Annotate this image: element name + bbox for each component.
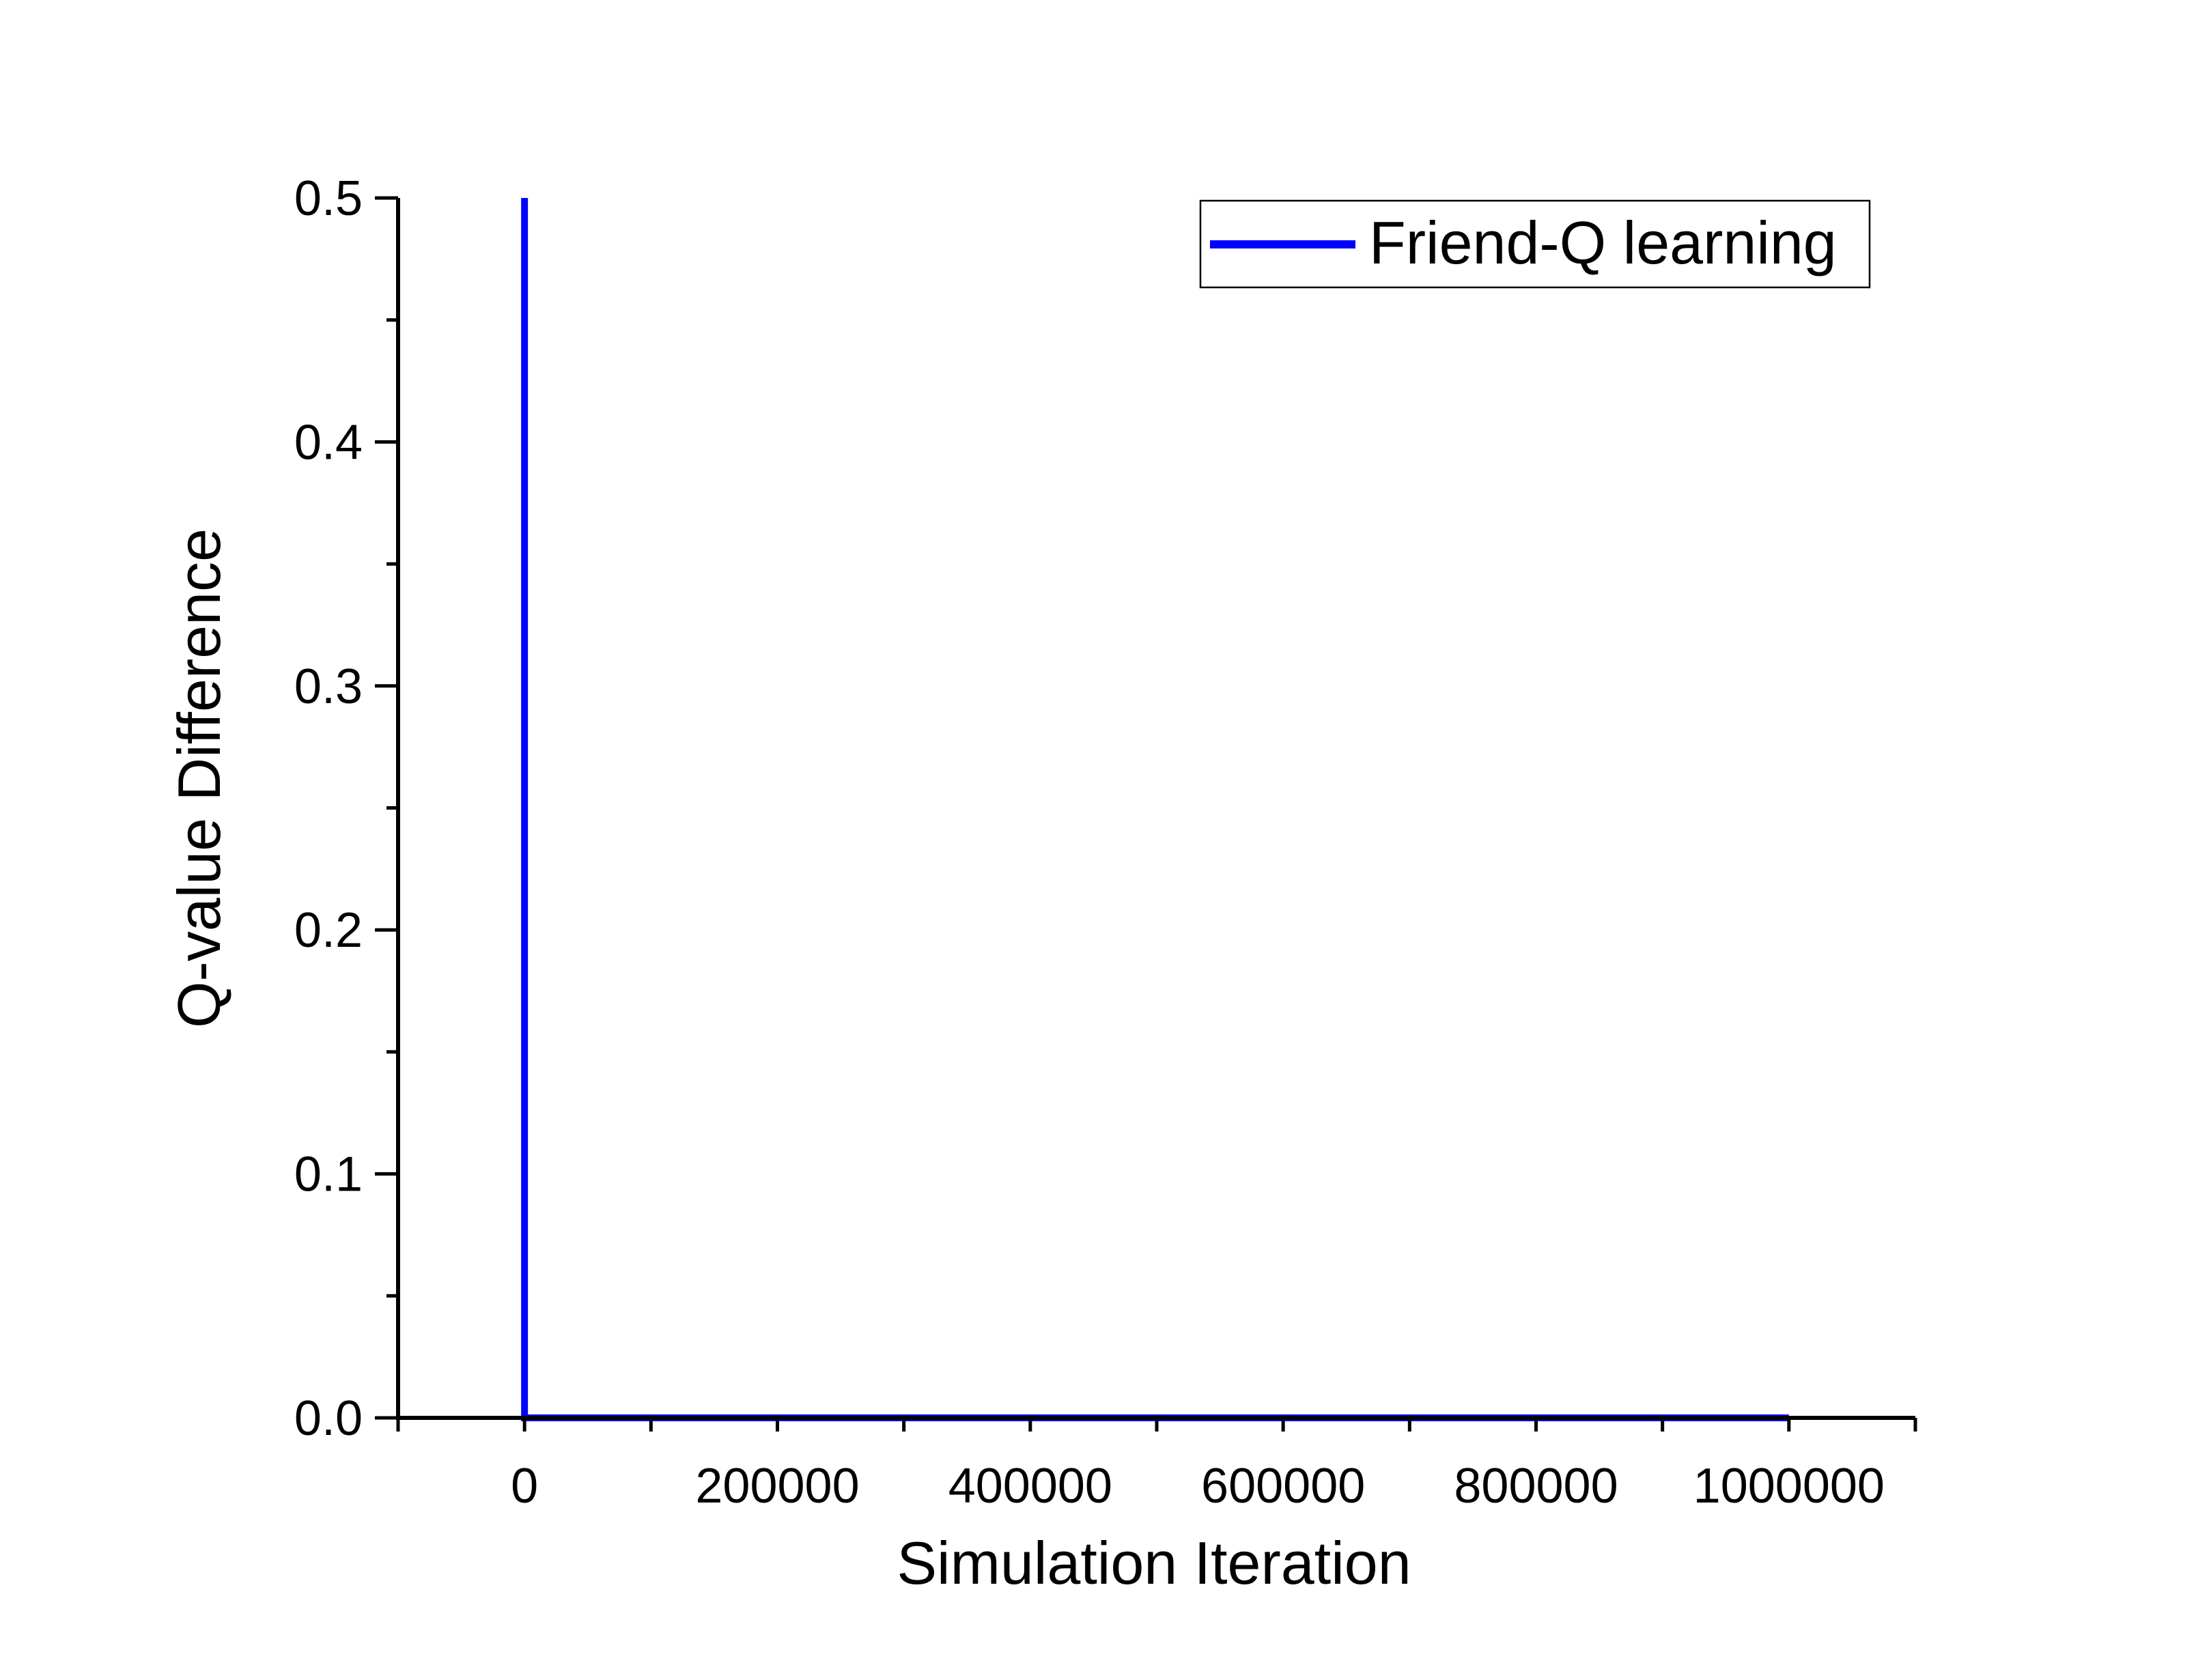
x-axis-title: Simulation Iteration — [897, 1529, 1411, 1597]
x-tick-label: 600000 — [1201, 1459, 1365, 1513]
legend-label: Friend-Q learning — [1369, 209, 1837, 276]
x-tick-label: 800000 — [1454, 1459, 1618, 1513]
x-tick-label: 400000 — [948, 1459, 1112, 1513]
legend: Friend-Q learning — [1199, 199, 1871, 289]
x-tick-label: 0 — [511, 1459, 538, 1513]
y-tick-label: 0.3 — [294, 659, 363, 714]
y-tick-label: 0.0 — [294, 1391, 363, 1446]
y-tick-label: 0.4 — [294, 415, 363, 470]
x-tick-label: 1000000 — [1693, 1459, 1885, 1513]
y-tick-label: 0.1 — [294, 1148, 363, 1202]
x-ticks: 0 200000 400000 600000 800000 1000000 — [396, 1418, 1917, 1513]
y-axis-title: Q-value Difference — [165, 528, 233, 1028]
y-tick-label: 0.5 — [294, 171, 363, 226]
x-tick-label: 200000 — [695, 1459, 859, 1513]
axes: 0.0 0.1 0.2 0.3 0.4 0.5 0 200000 400000 600000 80… — [294, 171, 1917, 1513]
y-tick-label: 0.2 — [294, 903, 363, 958]
y-ticks: 0.0 0.1 0.2 0.3 0.4 0.5 — [294, 171, 398, 1446]
